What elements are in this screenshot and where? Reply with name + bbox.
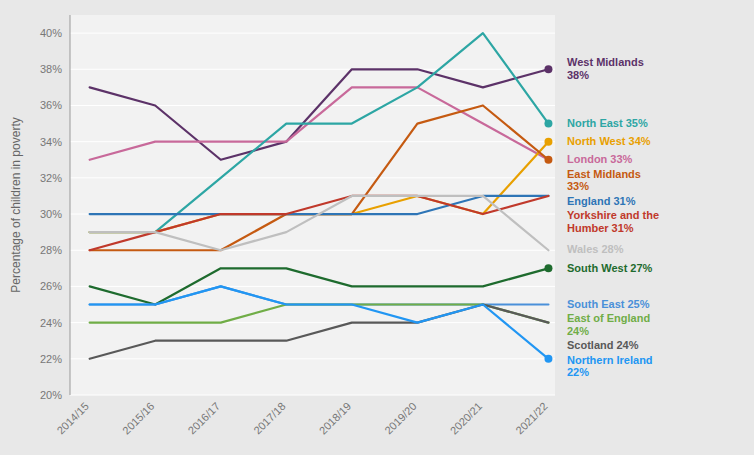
y-axis-label: Percentage of children in poverty xyxy=(9,117,23,292)
series-label: South West 27% xyxy=(567,262,653,274)
end-dot xyxy=(544,156,552,164)
grid-line xyxy=(70,141,555,142)
grid-line xyxy=(70,395,555,396)
end-dot xyxy=(544,65,552,73)
y-tick-label: 20% xyxy=(40,389,62,401)
grid-line xyxy=(70,358,555,359)
x-axis: 2014/15 2015/16 2016/17 2017/18 2018/19 2019/… xyxy=(54,400,549,437)
x-tick-label: 2018/19 xyxy=(317,400,354,437)
series-line xyxy=(90,305,549,359)
series-line xyxy=(90,268,549,304)
end-dot xyxy=(544,355,552,363)
series-label: North West 34% xyxy=(567,135,651,147)
y-tick-label: 28% xyxy=(40,244,62,256)
chart: 20% 22% 24% 26% 28% 30% 32% 34% 36% 38% 40% Percent… xyxy=(0,0,754,455)
x-tick-label: 2017/18 xyxy=(251,400,288,437)
series-line xyxy=(90,142,549,232)
end-dot xyxy=(544,264,552,272)
series-label: Northern Ireland22% xyxy=(567,354,653,379)
y-tick-label: 32% xyxy=(40,172,62,184)
series-label: England 31% xyxy=(567,195,636,207)
series-label: Yorkshire and theHumber 31% xyxy=(567,209,659,234)
series-line xyxy=(90,286,549,304)
plot-area xyxy=(70,15,555,395)
series-labels: West Midlands38% North East 35% North West… xyxy=(567,56,659,378)
series-line xyxy=(90,33,549,232)
y-tick-label: 40% xyxy=(40,27,62,39)
series-line xyxy=(90,196,549,250)
x-tick-label: 2016/17 xyxy=(186,400,223,437)
series-label: London 33% xyxy=(567,153,633,165)
series-line xyxy=(90,286,549,358)
y-tick-label: 36% xyxy=(40,99,62,111)
y-tick-label: 34% xyxy=(40,136,62,148)
y-tick-label: 26% xyxy=(40,280,62,292)
y-tick-label: 38% xyxy=(40,63,62,75)
end-dot xyxy=(544,138,552,146)
x-tick-label: 2014/15 xyxy=(54,400,91,437)
series-lines xyxy=(90,33,553,363)
y-tick-label: 22% xyxy=(40,353,62,365)
x-tick-label: 2015/16 xyxy=(120,400,157,437)
y-tick-label: 30% xyxy=(40,208,62,220)
grid-line xyxy=(70,69,555,70)
grid-line xyxy=(70,177,555,178)
series-label: North East 35% xyxy=(567,117,648,129)
series-label: South East 25% xyxy=(567,298,650,310)
series-line xyxy=(90,105,549,250)
series-label: East Midlands33% xyxy=(567,168,641,193)
series-line xyxy=(90,305,549,323)
end-dot xyxy=(544,120,552,128)
series-line xyxy=(90,196,549,250)
series-label: Wales 28% xyxy=(567,243,624,255)
x-tick-label: 2019/20 xyxy=(382,400,419,437)
x-tick-label: 2020/21 xyxy=(448,400,485,437)
series-label: Scotland 24% xyxy=(567,339,639,351)
y-tick-label: 24% xyxy=(40,317,62,329)
series-label: East of England24% xyxy=(567,312,650,337)
series-line xyxy=(90,69,549,159)
x-tick-label: 2021/22 xyxy=(513,400,550,437)
y-axis-line xyxy=(70,15,71,395)
y-axis: 20% 22% 24% 26% 28% 30% 32% 34% 36% 38% 40% xyxy=(40,15,555,401)
series-label: West Midlands38% xyxy=(567,56,644,81)
